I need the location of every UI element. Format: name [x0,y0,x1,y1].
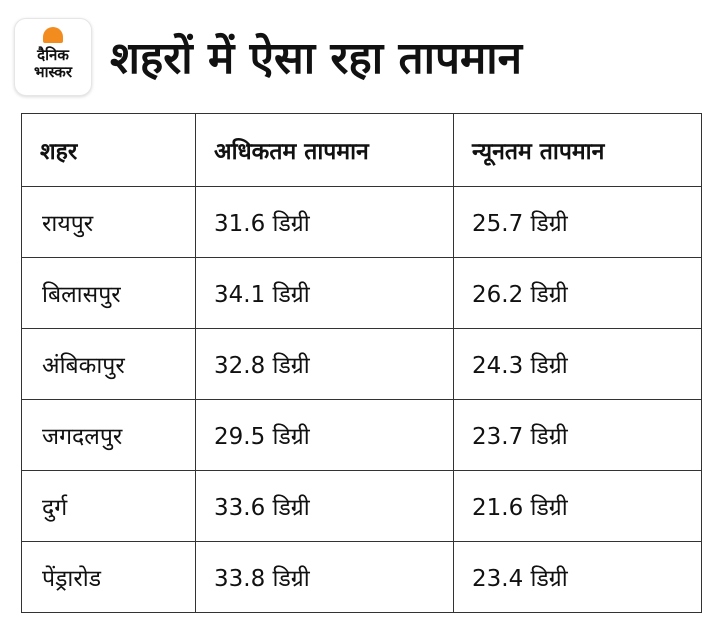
city-cell: पेंड्रारोड [21,541,196,613]
max-temp-cell: 31.6 डिग्री [195,186,454,258]
table-header-row: शहर अधिकतम तापमान न्यूनतम तापमान [21,113,702,187]
max-temp-cell: 32.8 डिग्री [195,328,454,400]
city-cell: अंबिकापुर [21,328,196,400]
brand-logo: दैनिक भास्कर [14,18,92,96]
header-min-temp: न्यूनतम तापमान [453,113,702,187]
header-max-temp: अधिकतम तापमान [195,113,454,187]
min-temp-cell: 24.3 डिग्री [453,328,702,400]
logo-line-2: भास्कर [34,63,72,81]
min-temp-cell: 23.7 डिग्री [453,399,702,471]
header-city: शहर [21,113,196,187]
table-row: अंबिकापुर 32.8 डिग्री 24.3 डिग्री [21,328,702,400]
table-row: बिलासपुर 34.1 डिग्री 26.2 डिग्री [21,257,702,329]
max-temp-cell: 29.5 डिग्री [195,399,454,471]
city-cell: दुर्ग [21,470,196,542]
max-temp-cell: 33.8 डिग्री [195,541,454,613]
temperature-table: शहर अधिकतम तापमान न्यूनतम तापमान रायपुर … [21,113,702,613]
city-cell: रायपुर [21,186,196,258]
logo-line-1: दैनिक [37,46,69,64]
max-temp-cell: 34.1 डिग्री [195,257,454,329]
city-cell: जगदलपुर [21,399,196,471]
table-row: रायपुर 31.6 डिग्री 25.7 डिग्री [21,186,702,258]
max-temp-cell: 33.6 डिग्री [195,470,454,542]
table-row: पेंड्रारोड 33.8 डिग्री 23.4 डिग्री [21,541,702,613]
table-row: दुर्ग 33.6 डिग्री 21.6 डिग्री [21,470,702,542]
page-title: शहरों में ऐसा रहा तापमान [110,33,523,84]
min-temp-cell: 21.6 डिग्री [453,470,702,542]
min-temp-cell: 23.4 डिग्री [453,541,702,613]
min-temp-cell: 26.2 डिग्री [453,257,702,329]
sun-icon [43,27,63,43]
table-row: जगदलपुर 29.5 डिग्री 23.7 डिग्री [21,399,702,471]
min-temp-cell: 25.7 डिग्री [453,186,702,258]
city-cell: बिलासपुर [21,257,196,329]
